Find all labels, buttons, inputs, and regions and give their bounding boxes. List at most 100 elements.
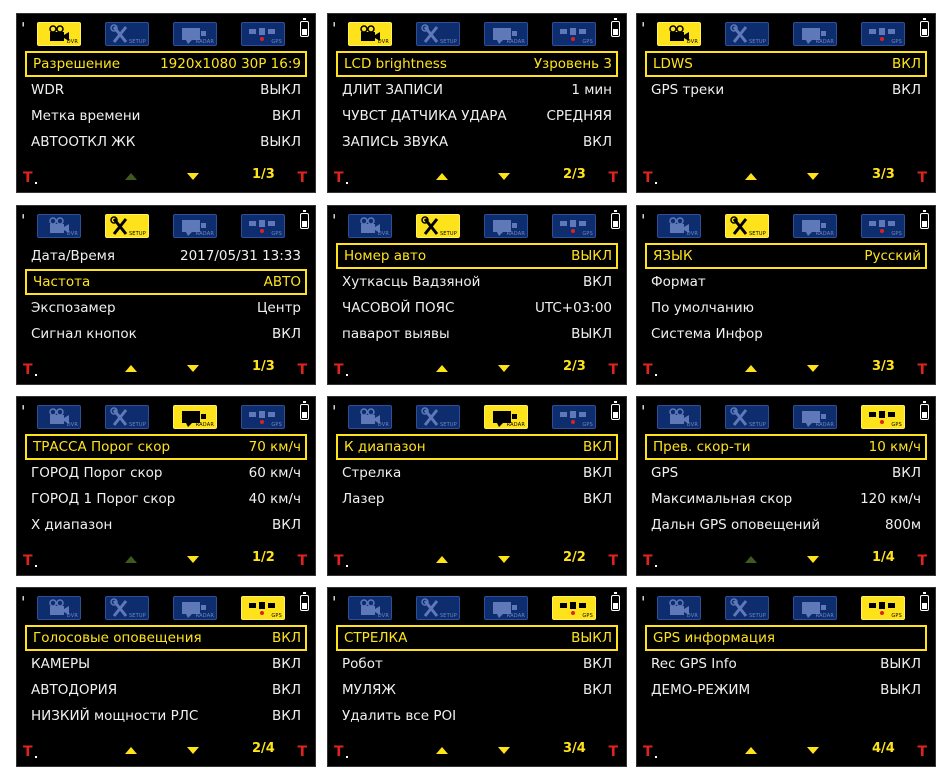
tab-gps[interactable]: GPS bbox=[241, 22, 285, 46]
tab-radar[interactable]: RADAR bbox=[173, 405, 217, 429]
scroll-up-icon[interactable] bbox=[436, 173, 448, 180]
scroll-up-icon[interactable] bbox=[125, 173, 137, 180]
tab-radar[interactable]: RADAR bbox=[484, 596, 528, 620]
menu-item[interactable]: Лазер ВКЛ bbox=[336, 486, 618, 512]
scroll-down-icon[interactable] bbox=[187, 556, 199, 563]
menu-item[interactable]: ГОРОД Порог скор 60 км/ч bbox=[25, 460, 307, 486]
menu-item[interactable]: Система Инфор bbox=[645, 321, 927, 347]
menu-item[interactable]: Максимальная скор 120 км/ч bbox=[645, 486, 927, 512]
scroll-up-icon[interactable] bbox=[125, 556, 137, 563]
tab-dvr[interactable]: DVR bbox=[348, 214, 392, 238]
scroll-up-icon[interactable] bbox=[745, 747, 757, 754]
menu-item[interactable]: Частота АВТО bbox=[25, 269, 307, 295]
tab-setup[interactable]: SETUP bbox=[105, 214, 149, 238]
menu-item[interactable]: АВТООТКЛ ЖК ВЫКЛ bbox=[25, 129, 307, 155]
menu-item[interactable]: ЗАПИСЬ ЗВУКА ВКЛ bbox=[336, 129, 618, 155]
menu-item[interactable]: Дата/Время 2017/05/31 13:33 bbox=[25, 243, 307, 269]
tab-setup[interactable]: SETUP bbox=[725, 214, 769, 238]
menu-item[interactable]: Разрешение 1920x1080 30P 16:9 bbox=[25, 51, 307, 77]
tab-radar[interactable]: RADAR bbox=[484, 214, 528, 238]
scroll-down-icon[interactable] bbox=[187, 173, 199, 180]
menu-item[interactable]: Сигнал кнопок ВКЛ bbox=[25, 321, 307, 347]
menu-item[interactable]: ЧУВСТ ДАТЧИКА УДАРА СРЕДНЯЯ bbox=[336, 103, 618, 129]
scroll-down-icon[interactable] bbox=[498, 747, 510, 754]
tab-dvr[interactable]: DVR bbox=[37, 214, 81, 238]
tab-dvr[interactable]: DVR bbox=[657, 405, 701, 429]
menu-item[interactable]: По умолчанию bbox=[645, 295, 927, 321]
scroll-up-icon[interactable] bbox=[745, 556, 757, 563]
tab-setup[interactable]: SETUP bbox=[105, 596, 149, 620]
scroll-down-icon[interactable] bbox=[498, 365, 510, 372]
scroll-down-icon[interactable] bbox=[498, 173, 510, 180]
tab-gps[interactable]: GPS bbox=[552, 214, 596, 238]
menu-item[interactable]: КАМЕРЫ ВКЛ bbox=[25, 651, 307, 677]
menu-item[interactable]: СТРЕЛКА ВЫКЛ bbox=[336, 625, 618, 651]
tab-radar[interactable]: RADAR bbox=[793, 22, 837, 46]
tab-setup[interactable]: SETUP bbox=[416, 405, 460, 429]
tab-gps[interactable]: GPS bbox=[241, 405, 285, 429]
menu-item[interactable]: LCD brightness Узровень 3 bbox=[336, 51, 618, 77]
tab-gps[interactable]: GPS bbox=[861, 405, 905, 429]
scroll-down-icon[interactable] bbox=[187, 365, 199, 372]
scroll-up-icon[interactable] bbox=[436, 365, 448, 372]
tab-gps[interactable]: GPS bbox=[241, 596, 285, 620]
menu-item[interactable]: ТРАССА Порог скор 70 км/ч bbox=[25, 434, 307, 460]
menu-item[interactable]: Формат bbox=[645, 269, 927, 295]
tab-dvr[interactable]: DVR bbox=[348, 405, 392, 429]
tab-setup[interactable]: SETUP bbox=[725, 22, 769, 46]
menu-item[interactable]: Голосовые оповещения ВКЛ bbox=[25, 625, 307, 651]
tab-gps[interactable]: GPS bbox=[552, 596, 596, 620]
menu-item[interactable]: Метка времени ВКЛ bbox=[25, 103, 307, 129]
scroll-down-icon[interactable] bbox=[498, 556, 510, 563]
menu-item[interactable]: ЧАСОВОЙ ПОЯС UTC+03:00 bbox=[336, 295, 618, 321]
tab-setup[interactable]: SETUP bbox=[725, 596, 769, 620]
menu-item[interactable]: X диапазон ВКЛ bbox=[25, 512, 307, 538]
menu-item[interactable]: Стрелка ВКЛ bbox=[336, 460, 618, 486]
menu-item[interactable]: ГОРОД 1 Порог скор 40 км/ч bbox=[25, 486, 307, 512]
menu-item[interactable]: МУЛЯЖ ВКЛ bbox=[336, 677, 618, 703]
tab-setup[interactable]: SETUP bbox=[105, 22, 149, 46]
tab-radar[interactable]: RADAR bbox=[173, 214, 217, 238]
menu-item[interactable]: паварот выявы ВЫКЛ bbox=[336, 321, 618, 347]
tab-radar[interactable]: RADAR bbox=[793, 596, 837, 620]
tab-dvr[interactable]: DVR bbox=[348, 22, 392, 46]
tab-radar[interactable]: RADAR bbox=[793, 405, 837, 429]
tab-setup[interactable]: SETUP bbox=[416, 22, 460, 46]
menu-item[interactable]: Экспозамер Центр bbox=[25, 295, 307, 321]
menu-item[interactable]: АВТОДОРИЯ ВКЛ bbox=[25, 677, 307, 703]
menu-item[interactable]: ДЛИТ ЗАПИСИ 1 мин bbox=[336, 77, 618, 103]
scroll-down-icon[interactable] bbox=[807, 365, 819, 372]
scroll-up-icon[interactable] bbox=[436, 747, 448, 754]
tab-gps[interactable]: GPS bbox=[552, 405, 596, 429]
menu-item[interactable]: GPS ВКЛ bbox=[645, 460, 927, 486]
tab-gps[interactable]: GPS bbox=[861, 214, 905, 238]
tab-radar[interactable]: RADAR bbox=[793, 214, 837, 238]
tab-dvr[interactable]: DVR bbox=[348, 596, 392, 620]
scroll-up-icon[interactable] bbox=[125, 747, 137, 754]
tab-dvr[interactable]: DVR bbox=[37, 596, 81, 620]
tab-dvr[interactable]: DVR bbox=[657, 596, 701, 620]
tab-gps[interactable]: GPS bbox=[552, 22, 596, 46]
tab-gps[interactable]: GPS bbox=[861, 596, 905, 620]
scroll-down-icon[interactable] bbox=[807, 556, 819, 563]
tab-radar[interactable]: RADAR bbox=[173, 596, 217, 620]
tab-radar[interactable]: RADAR bbox=[484, 405, 528, 429]
tab-setup[interactable]: SETUP bbox=[416, 214, 460, 238]
tab-dvr[interactable]: DVR bbox=[657, 214, 701, 238]
scroll-up-icon[interactable] bbox=[436, 556, 448, 563]
menu-item[interactable]: Номер авто ВЫКЛ bbox=[336, 243, 618, 269]
tab-setup[interactable]: SETUP bbox=[105, 405, 149, 429]
scroll-down-icon[interactable] bbox=[187, 747, 199, 754]
tab-setup[interactable]: SETUP bbox=[725, 405, 769, 429]
menu-item[interactable]: GPS треки ВКЛ bbox=[645, 77, 927, 103]
menu-item[interactable]: Хуткасць Вадзяной ВКЛ bbox=[336, 269, 618, 295]
scroll-up-icon[interactable] bbox=[745, 365, 757, 372]
menu-item[interactable]: Робот ВКЛ bbox=[336, 651, 618, 677]
tab-dvr[interactable]: DVR bbox=[37, 405, 81, 429]
menu-item[interactable]: Rec GPS Info ВЫКЛ bbox=[645, 651, 927, 677]
scroll-up-icon[interactable] bbox=[125, 365, 137, 372]
menu-item[interactable]: Прев. скор-ти 10 км/ч bbox=[645, 434, 927, 460]
tab-setup[interactable]: SETUP bbox=[416, 596, 460, 620]
menu-item[interactable]: К диапазон ВКЛ bbox=[336, 434, 618, 460]
menu-item[interactable]: ДЕМО-РЕЖИМ ВЫКЛ bbox=[645, 677, 927, 703]
